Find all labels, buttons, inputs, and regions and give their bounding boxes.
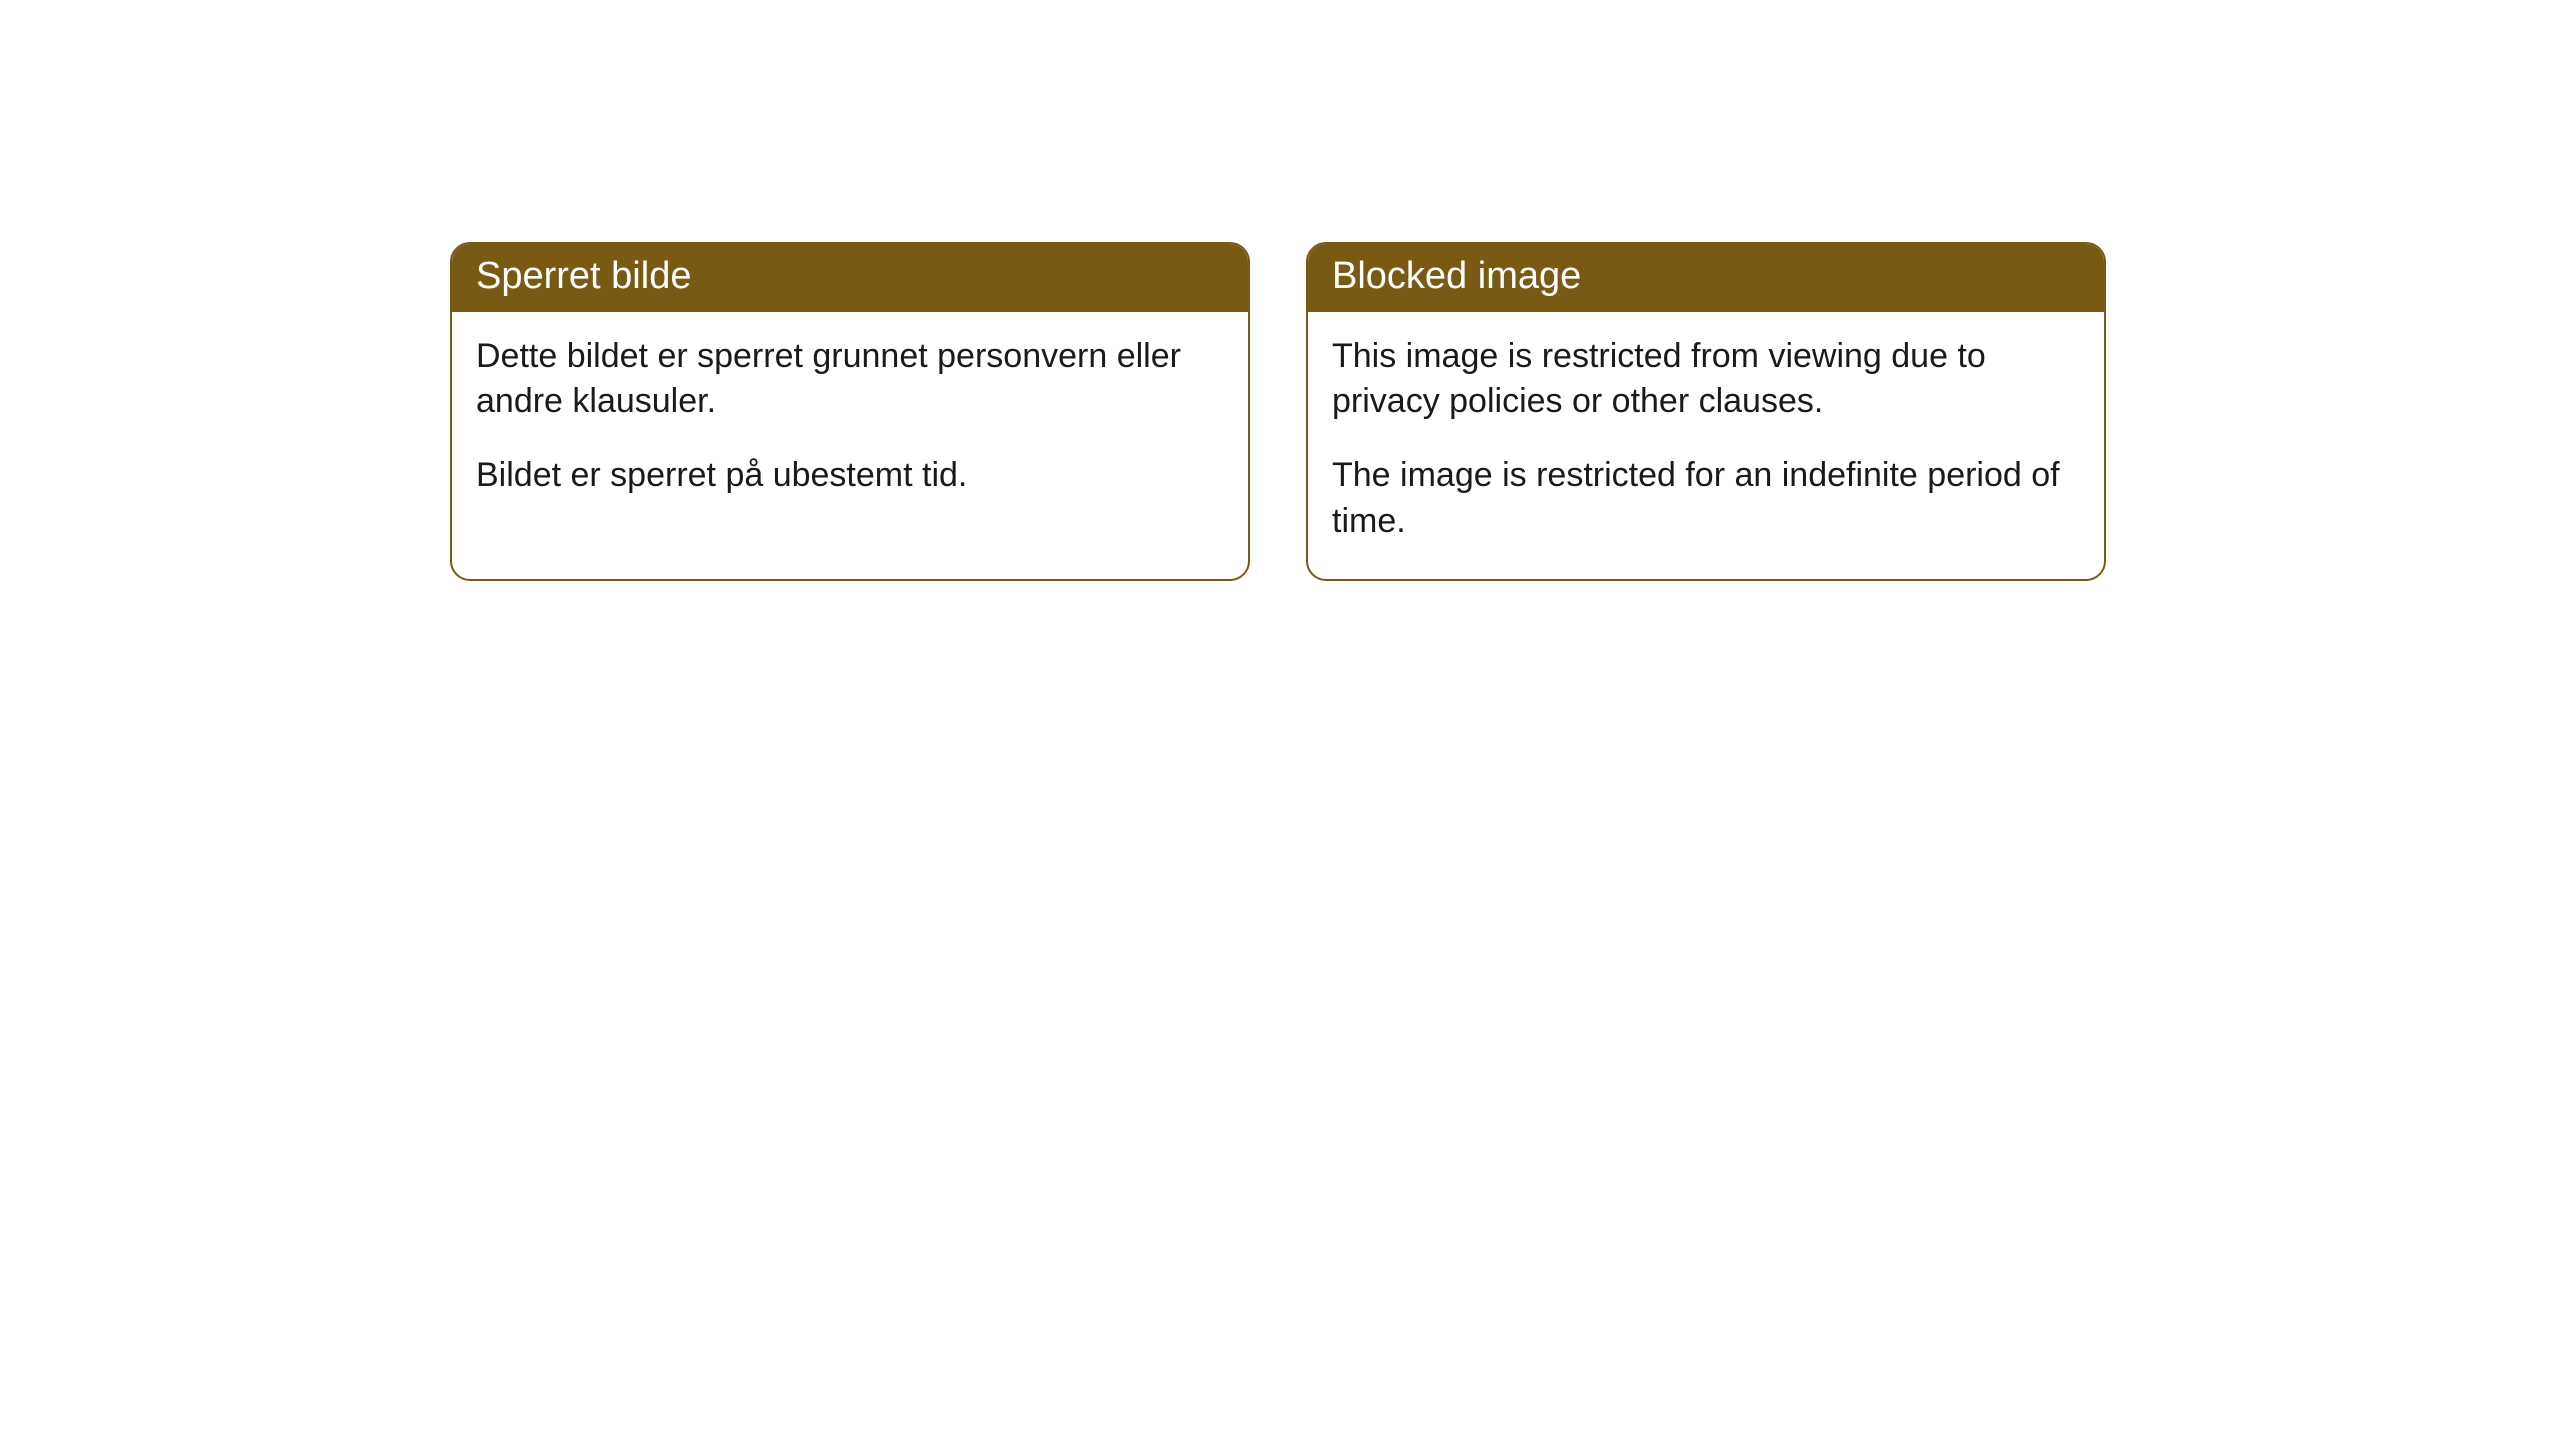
notice-card-norwegian: Sperret bilde Dette bildet er sperret gr… [450,242,1250,581]
card-paragraph: Dette bildet er sperret grunnet personve… [476,334,1224,426]
card-paragraph: This image is restricted from viewing du… [1332,334,2080,426]
card-paragraph: The image is restricted for an indefinit… [1332,453,2080,545]
card-title: Sperret bilde [452,244,1248,312]
card-paragraph: Bildet er sperret på ubestemt tid. [476,453,1224,499]
notice-card-english: Blocked image This image is restricted f… [1306,242,2106,581]
card-body: This image is restricted from viewing du… [1308,312,2104,580]
card-body: Dette bildet er sperret grunnet personve… [452,312,1248,534]
notice-cards-container: Sperret bilde Dette bildet er sperret gr… [450,242,2560,581]
card-title: Blocked image [1308,244,2104,312]
